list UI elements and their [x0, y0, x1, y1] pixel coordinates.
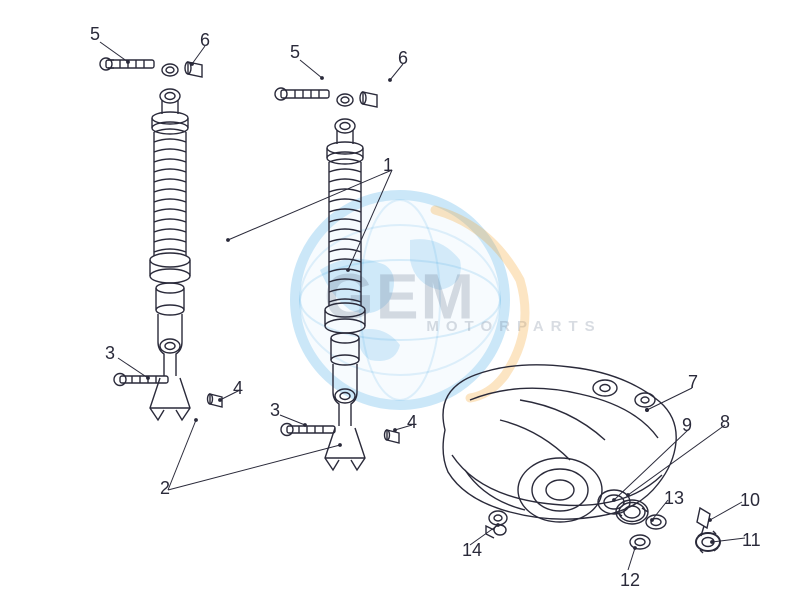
callout-11: 11: [742, 530, 761, 551]
part-bolt-5-right: [275, 88, 329, 100]
callout-6: 6: [200, 30, 210, 51]
callout-4: 4: [233, 378, 243, 399]
part-nut-4-right: [385, 430, 400, 443]
part-nut-6-right: [360, 92, 377, 107]
part-bolt-3-right: [281, 424, 335, 436]
callout-9: 9: [682, 415, 692, 436]
callout-14: 14: [462, 540, 482, 561]
part-bearing-8: [616, 500, 648, 524]
part-seal-9: [598, 490, 630, 514]
part-bolt-5-left: [100, 58, 154, 70]
callout-5b: 5: [290, 42, 300, 63]
diagram-canvas: GEM MOTORPARTS: [0, 0, 800, 600]
callout-10: 10: [740, 490, 760, 511]
callout-1: 1: [383, 155, 393, 176]
parts-drawing: [0, 0, 800, 600]
callout-13: 13: [664, 488, 684, 509]
part-swingarm-7: [443, 365, 676, 525]
callout-7: 7: [688, 372, 698, 393]
part-bracket-2-right: [325, 364, 365, 470]
part-bolt-10: [697, 508, 710, 536]
callout-12: 12: [620, 570, 640, 591]
part-washer-13: [646, 515, 666, 529]
callout-6b: 6: [398, 48, 408, 69]
callout-3b: 3: [270, 400, 280, 421]
callout-8: 8: [720, 412, 730, 433]
callout-4b: 4: [407, 412, 417, 433]
part-spacer-12: [630, 535, 650, 549]
callout-5: 5: [90, 24, 100, 45]
part-spring-left: [154, 129, 186, 256]
part-nut-11: [696, 531, 720, 553]
callout-3: 3: [105, 343, 115, 364]
part-spring-right: [329, 159, 361, 306]
callout-2: 2: [160, 478, 170, 499]
part-bracket-2-left: [150, 314, 190, 420]
